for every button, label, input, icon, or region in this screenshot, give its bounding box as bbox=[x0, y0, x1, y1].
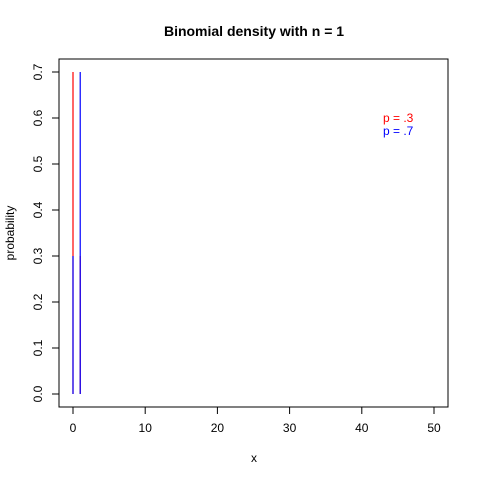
y-tick-label: 0.4 bbox=[31, 201, 45, 218]
y-tick-label: 0.1 bbox=[31, 339, 45, 356]
x-tick-label: 40 bbox=[355, 421, 369, 435]
y-tick-label: 0.5 bbox=[31, 155, 45, 172]
y-tick-label: 0.7 bbox=[31, 63, 45, 80]
x-tick-label: 10 bbox=[139, 421, 153, 435]
y-tick-label: 0.6 bbox=[31, 109, 45, 126]
x-axis: 0 10 20 30 40 50 bbox=[70, 406, 441, 435]
x-tick-label: 0 bbox=[70, 421, 77, 435]
legend-entry-1: p = .3 bbox=[383, 111, 414, 125]
chart-title: Binomial density with n = 1 bbox=[164, 23, 344, 39]
y-tick-label: 0.2 bbox=[31, 293, 45, 310]
x-tick-label: 20 bbox=[211, 421, 225, 435]
series-layer bbox=[72, 72, 81, 394]
y-tick-label: 0.3 bbox=[31, 247, 45, 264]
legend-entry-2: p = .7 bbox=[383, 124, 414, 138]
x-axis-label: x bbox=[251, 451, 257, 465]
legend: p = .3p = .7 bbox=[383, 111, 414, 138]
y-tick-label: 0.0 bbox=[31, 385, 45, 402]
y-axis-label: probability bbox=[3, 206, 17, 261]
y-axis: 0.0 0.1 0.2 0.3 0.4 0.5 0.6 0.7 bbox=[31, 63, 60, 402]
x-tick-label: 50 bbox=[427, 421, 441, 435]
x-tick-label: 30 bbox=[283, 421, 297, 435]
